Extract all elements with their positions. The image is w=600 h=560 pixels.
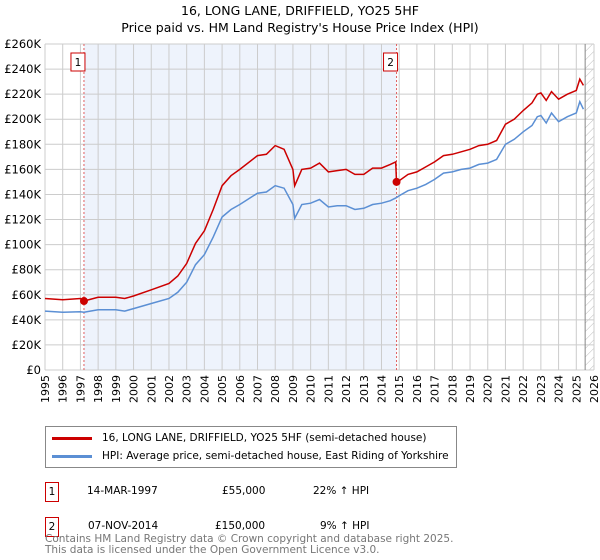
sale-price: £150,000 xyxy=(215,520,266,532)
x-tick-label: 2009 xyxy=(287,375,300,403)
sale-number: 1 xyxy=(45,482,59,502)
legend-label: 16, LONG LANE, DRIFFIELD, YO25 5HF (semi… xyxy=(102,432,427,444)
x-tick-label: 2004 xyxy=(198,375,211,403)
x-tick-label: 2026 xyxy=(588,375,600,403)
y-tick-label: £40K xyxy=(12,313,42,327)
x-tick-label: 2025 xyxy=(570,375,583,403)
x-tick-label: 2024 xyxy=(553,375,566,403)
chart-subtitle: Price paid vs. HM Land Registry's House … xyxy=(121,20,479,35)
footer-line: This data is licensed under the Open Gov… xyxy=(45,544,380,556)
sale-date: 07-NOV-2014 xyxy=(88,520,159,532)
x-tick-label: 2023 xyxy=(535,375,548,403)
hpi-line xyxy=(44,99,585,314)
sale-marker-label: 2 xyxy=(387,57,394,69)
legend-item-hpi: HPI: Average price, semi-detached house,… xyxy=(52,450,449,462)
x-tick-label: 2007 xyxy=(252,375,265,403)
sale-point xyxy=(79,297,88,306)
y-tick-label: £180K xyxy=(4,137,41,151)
x-tick-label: 2008 xyxy=(269,375,282,403)
sale-point xyxy=(392,177,401,186)
y-tick-label: £220K xyxy=(4,87,41,101)
legend-item-property: 16, LONG LANE, DRIFFIELD, YO25 5HF (semi… xyxy=(52,432,427,444)
x-tick-label: 2019 xyxy=(464,375,477,403)
y-tick-label: £20K xyxy=(12,338,42,352)
x-tick-label: 1998 xyxy=(92,375,105,403)
sale-row: 1 14-MAR-1997 £55,000 22% ↑ HPI xyxy=(45,482,445,502)
x-tick-label: 2014 xyxy=(375,375,388,403)
y-tick-label: £240K xyxy=(4,62,41,76)
footer-line: Contains HM Land Registry data © Crown c… xyxy=(45,533,454,545)
legend-swatch-red xyxy=(52,436,92,440)
sale-hpi-diff: 22% ↑ HPI xyxy=(313,485,370,497)
x-tick-label: 2012 xyxy=(340,375,353,403)
x-tick-label: 2017 xyxy=(429,375,442,403)
x-tick-label: 1999 xyxy=(110,375,123,403)
sale-marker-box xyxy=(383,52,399,72)
sale-number: 2 xyxy=(45,517,59,537)
x-tick-label: 2002 xyxy=(163,375,176,403)
y-tick-label: £100K xyxy=(4,238,41,252)
x-tick-label: 2018 xyxy=(446,375,459,403)
sale-hpi-diff: 9% ↑ HPI xyxy=(320,520,370,532)
sale-row: 2 07-NOV-2014 £150,000 9% ↑ HPI xyxy=(45,517,445,537)
x-tick-label: 2016 xyxy=(411,375,424,403)
x-tick-label: 2021 xyxy=(499,375,512,403)
x-tick-label: 1995 xyxy=(39,375,52,403)
y-tick-label: £200K xyxy=(4,112,41,126)
x-tick-label: 2003 xyxy=(181,375,194,403)
y-tick-label: £260K xyxy=(4,37,41,51)
forecast-hatched-region xyxy=(585,44,594,370)
sale-date: 14-MAR-1997 xyxy=(87,485,158,497)
sale-marker-box xyxy=(70,52,86,72)
legend-swatch-blue xyxy=(52,454,92,458)
y-tick-label: £80K xyxy=(12,263,42,277)
x-tick-label: 2005 xyxy=(216,375,229,403)
y-tick-label: £120K xyxy=(4,213,41,227)
x-tick-label: 2011 xyxy=(322,375,335,403)
sale-price: £55,000 xyxy=(222,485,266,497)
y-tick-label: £60K xyxy=(12,288,42,302)
x-tick-label: 2010 xyxy=(305,375,318,403)
sale-marker-label: 1 xyxy=(75,57,82,69)
footer: Contains HM Land Registry data © Crown c… xyxy=(45,534,453,556)
x-tick-label: 2001 xyxy=(145,375,158,403)
price-paid-line xyxy=(44,77,585,302)
x-tick-label: 2006 xyxy=(234,375,247,403)
chart-title: 16, LONG LANE, DRIFFIELD, YO25 5HF xyxy=(181,3,419,18)
legend-label: HPI: Average price, semi-detached house,… xyxy=(102,450,449,462)
x-tick-label: 2015 xyxy=(393,375,406,403)
x-tick-label: 1997 xyxy=(74,375,87,403)
x-tick-label: 2000 xyxy=(128,375,141,403)
y-tick-label: £0 xyxy=(26,363,41,377)
price-chart: 1995 1996 1997 1998 1999 2000 2001 2002 2003 2004… xyxy=(4,37,600,403)
y-tick-label: £140K xyxy=(4,187,41,201)
x-tick-label: 2020 xyxy=(482,375,495,403)
x-tick-label: 1996 xyxy=(57,375,70,403)
x-tick-label: 2022 xyxy=(517,375,530,403)
x-tick-label: 2013 xyxy=(358,375,371,403)
legend: 16, LONG LANE, DRIFFIELD, YO25 5HF (semi… xyxy=(45,426,457,468)
y-tick-label: £160K xyxy=(4,162,41,176)
